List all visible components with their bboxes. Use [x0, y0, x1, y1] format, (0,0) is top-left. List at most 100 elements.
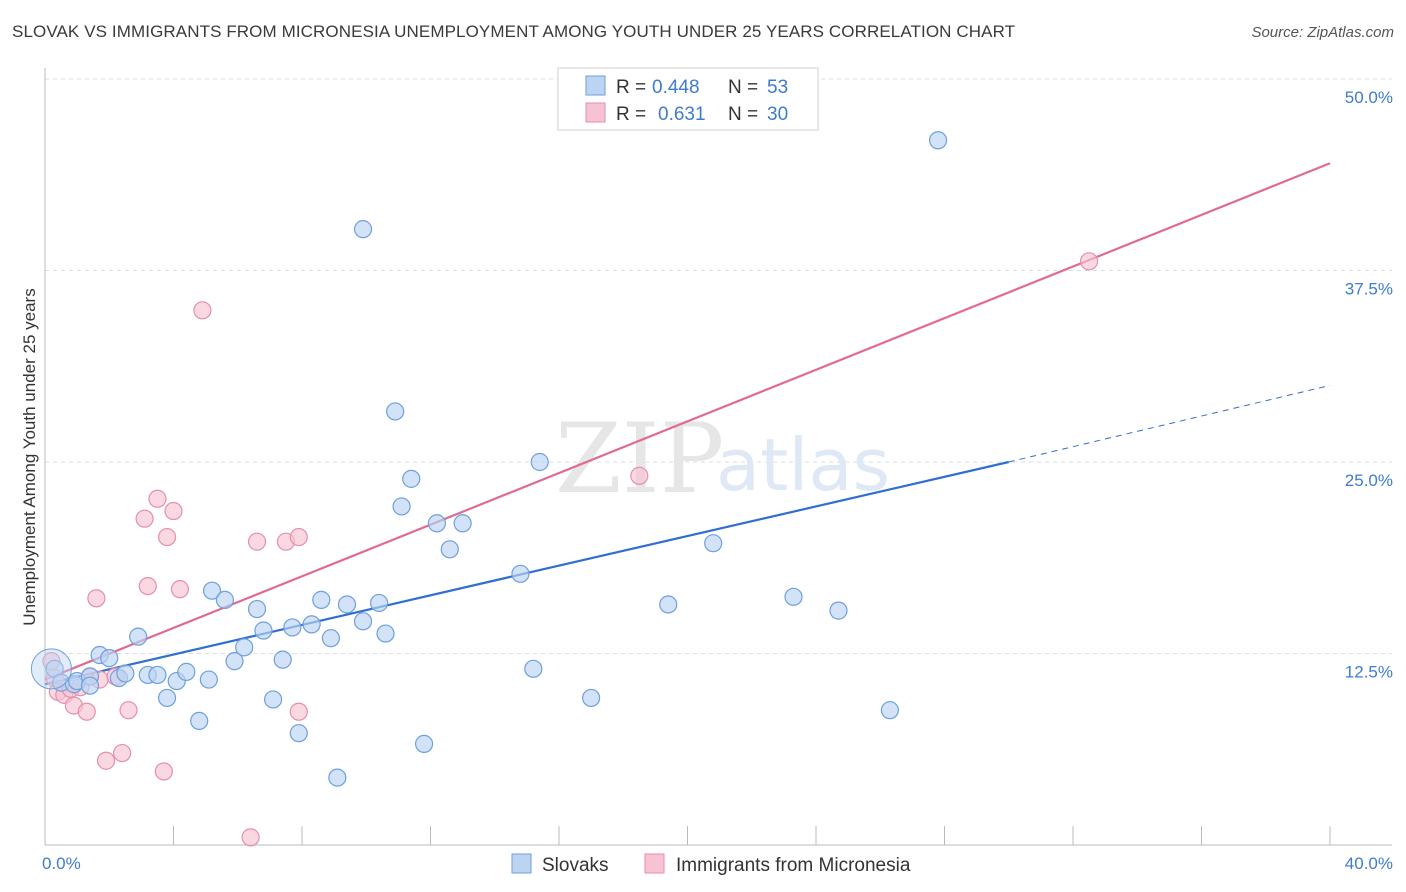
point-slovaks	[370, 593, 389, 613]
point-slovaks	[157, 688, 177, 708]
point-micronesia	[135, 509, 154, 528]
legend-n-label: N =	[728, 77, 758, 98]
point-slovaks	[129, 627, 148, 646]
legend-swatch-pink	[585, 102, 606, 123]
point-slovaks	[353, 220, 373, 239]
y-tick-label: 25.0%	[1345, 471, 1393, 490]
point-slovaks	[116, 664, 135, 683]
series-legend: Slovaks Immigrants from Micronesia	[511, 853, 911, 876]
point-slovaks	[386, 402, 405, 421]
y-tick-label: 37.5%	[1345, 280, 1393, 299]
grid-lines	[45, 78, 1392, 654]
point-slovaks	[283, 618, 302, 637]
legend-r-label: R =	[616, 104, 646, 125]
point-micronesia	[154, 762, 173, 781]
correlation-legend: R = 0.448 N = 53 R = 0.631 N = 30	[557, 67, 819, 131]
point-slovaks	[392, 497, 411, 516]
point-slovaks	[453, 514, 472, 533]
point-micronesia	[164, 501, 183, 521]
point-slovaks	[312, 590, 331, 609]
legend-r-label: R =	[616, 77, 646, 98]
point-slovaks	[582, 688, 601, 708]
legend-swatch-micronesia	[644, 853, 665, 874]
point-slovaks	[254, 621, 273, 640]
point-slovaks	[215, 590, 234, 609]
point-micronesia	[157, 527, 177, 547]
point-micronesia	[289, 527, 308, 547]
point-slovaks	[263, 690, 283, 709]
y-tick-labels: 12.5% 25.0% 37.5% 50.0%	[1345, 88, 1393, 682]
x-tick-label: 40.0%	[1345, 854, 1393, 873]
point-slovaks	[100, 648, 119, 668]
point-slovaks	[880, 701, 899, 720]
legend-label-micronesia: Immigrants from Micronesia	[676, 855, 911, 876]
point-slovaks	[177, 662, 196, 681]
axes	[44, 68, 1392, 846]
point-slovaks	[302, 615, 321, 634]
point-slovaks	[273, 650, 292, 669]
y-axis-label: Unemployment Among Youth under 25 years	[20, 288, 39, 625]
point-slovaks	[337, 595, 357, 614]
point-micronesia	[77, 702, 96, 721]
point-slovaks	[321, 629, 341, 648]
point-slovaks	[202, 581, 222, 600]
point-micronesia	[148, 489, 167, 508]
point-slovaks	[784, 587, 803, 606]
trend-line-micronesia	[44, 162, 1331, 681]
point-micronesia	[289, 702, 308, 721]
point-micronesia	[247, 532, 267, 551]
point-slovaks	[440, 540, 459, 559]
point-slovaks	[402, 469, 421, 488]
point-micronesia	[138, 576, 157, 596]
point-slovaks	[530, 452, 549, 472]
y-tick-label: 50.0%	[1345, 88, 1393, 107]
chart-title: SLOVAK VS IMMIGRANTS FROM MICRONESIA UNE…	[12, 22, 1016, 41]
point-slovaks-cluster	[30, 648, 72, 690]
legend-r-value: 0.448	[652, 77, 700, 98]
watermark: ZIP atlas	[555, 403, 890, 515]
legend-r-value: 0.631	[658, 104, 706, 125]
point-slovaks	[80, 676, 100, 695]
point-micronesia	[119, 701, 138, 720]
point-slovaks	[829, 601, 848, 620]
trend-line-slovaks-extension	[1008, 384, 1331, 463]
x-tick-labels: 0.0% 40.0%	[42, 854, 1393, 873]
point-slovaks	[199, 670, 218, 689]
point-slovaks	[235, 638, 254, 657]
watermark-zip: ZIP	[555, 403, 724, 515]
legend-n-value: 30	[767, 104, 788, 125]
watermark-atlas: atlas	[716, 423, 890, 507]
point-slovaks	[427, 514, 447, 533]
point-slovaks	[190, 711, 209, 731]
legend-n-label: N =	[728, 104, 758, 125]
point-micronesia	[630, 466, 649, 485]
point-slovaks	[289, 724, 308, 743]
point-slovaks	[353, 612, 373, 631]
point-micronesia	[87, 589, 106, 608]
point-micronesia	[96, 751, 116, 770]
point-slovaks	[928, 131, 948, 150]
scatter-points	[30, 131, 1099, 847]
y-tick-label: 12.5%	[1345, 663, 1393, 682]
point-slovaks	[704, 534, 723, 553]
point-slovaks	[225, 652, 244, 671]
point-micronesia	[241, 828, 260, 847]
legend-swatch-slovaks	[511, 853, 532, 874]
point-slovaks	[376, 624, 395, 643]
point-slovaks	[328, 768, 347, 787]
legend-swatch-blue	[585, 75, 606, 96]
legend-n-value: 53	[767, 77, 788, 98]
point-slovaks	[659, 595, 678, 614]
point-micronesia	[1079, 252, 1099, 271]
legend-label-slovaks: Slovaks	[542, 855, 609, 876]
point-micronesia	[112, 743, 132, 763]
point-micronesia	[193, 301, 212, 320]
point-micronesia	[170, 580, 190, 599]
point-slovaks	[414, 734, 434, 753]
point-slovaks	[511, 564, 530, 583]
x-tick-label: 0.0%	[42, 854, 81, 873]
source-label: Source: ZipAtlas.com	[1251, 24, 1394, 41]
point-slovaks	[524, 659, 543, 678]
point-slovaks	[148, 665, 167, 685]
